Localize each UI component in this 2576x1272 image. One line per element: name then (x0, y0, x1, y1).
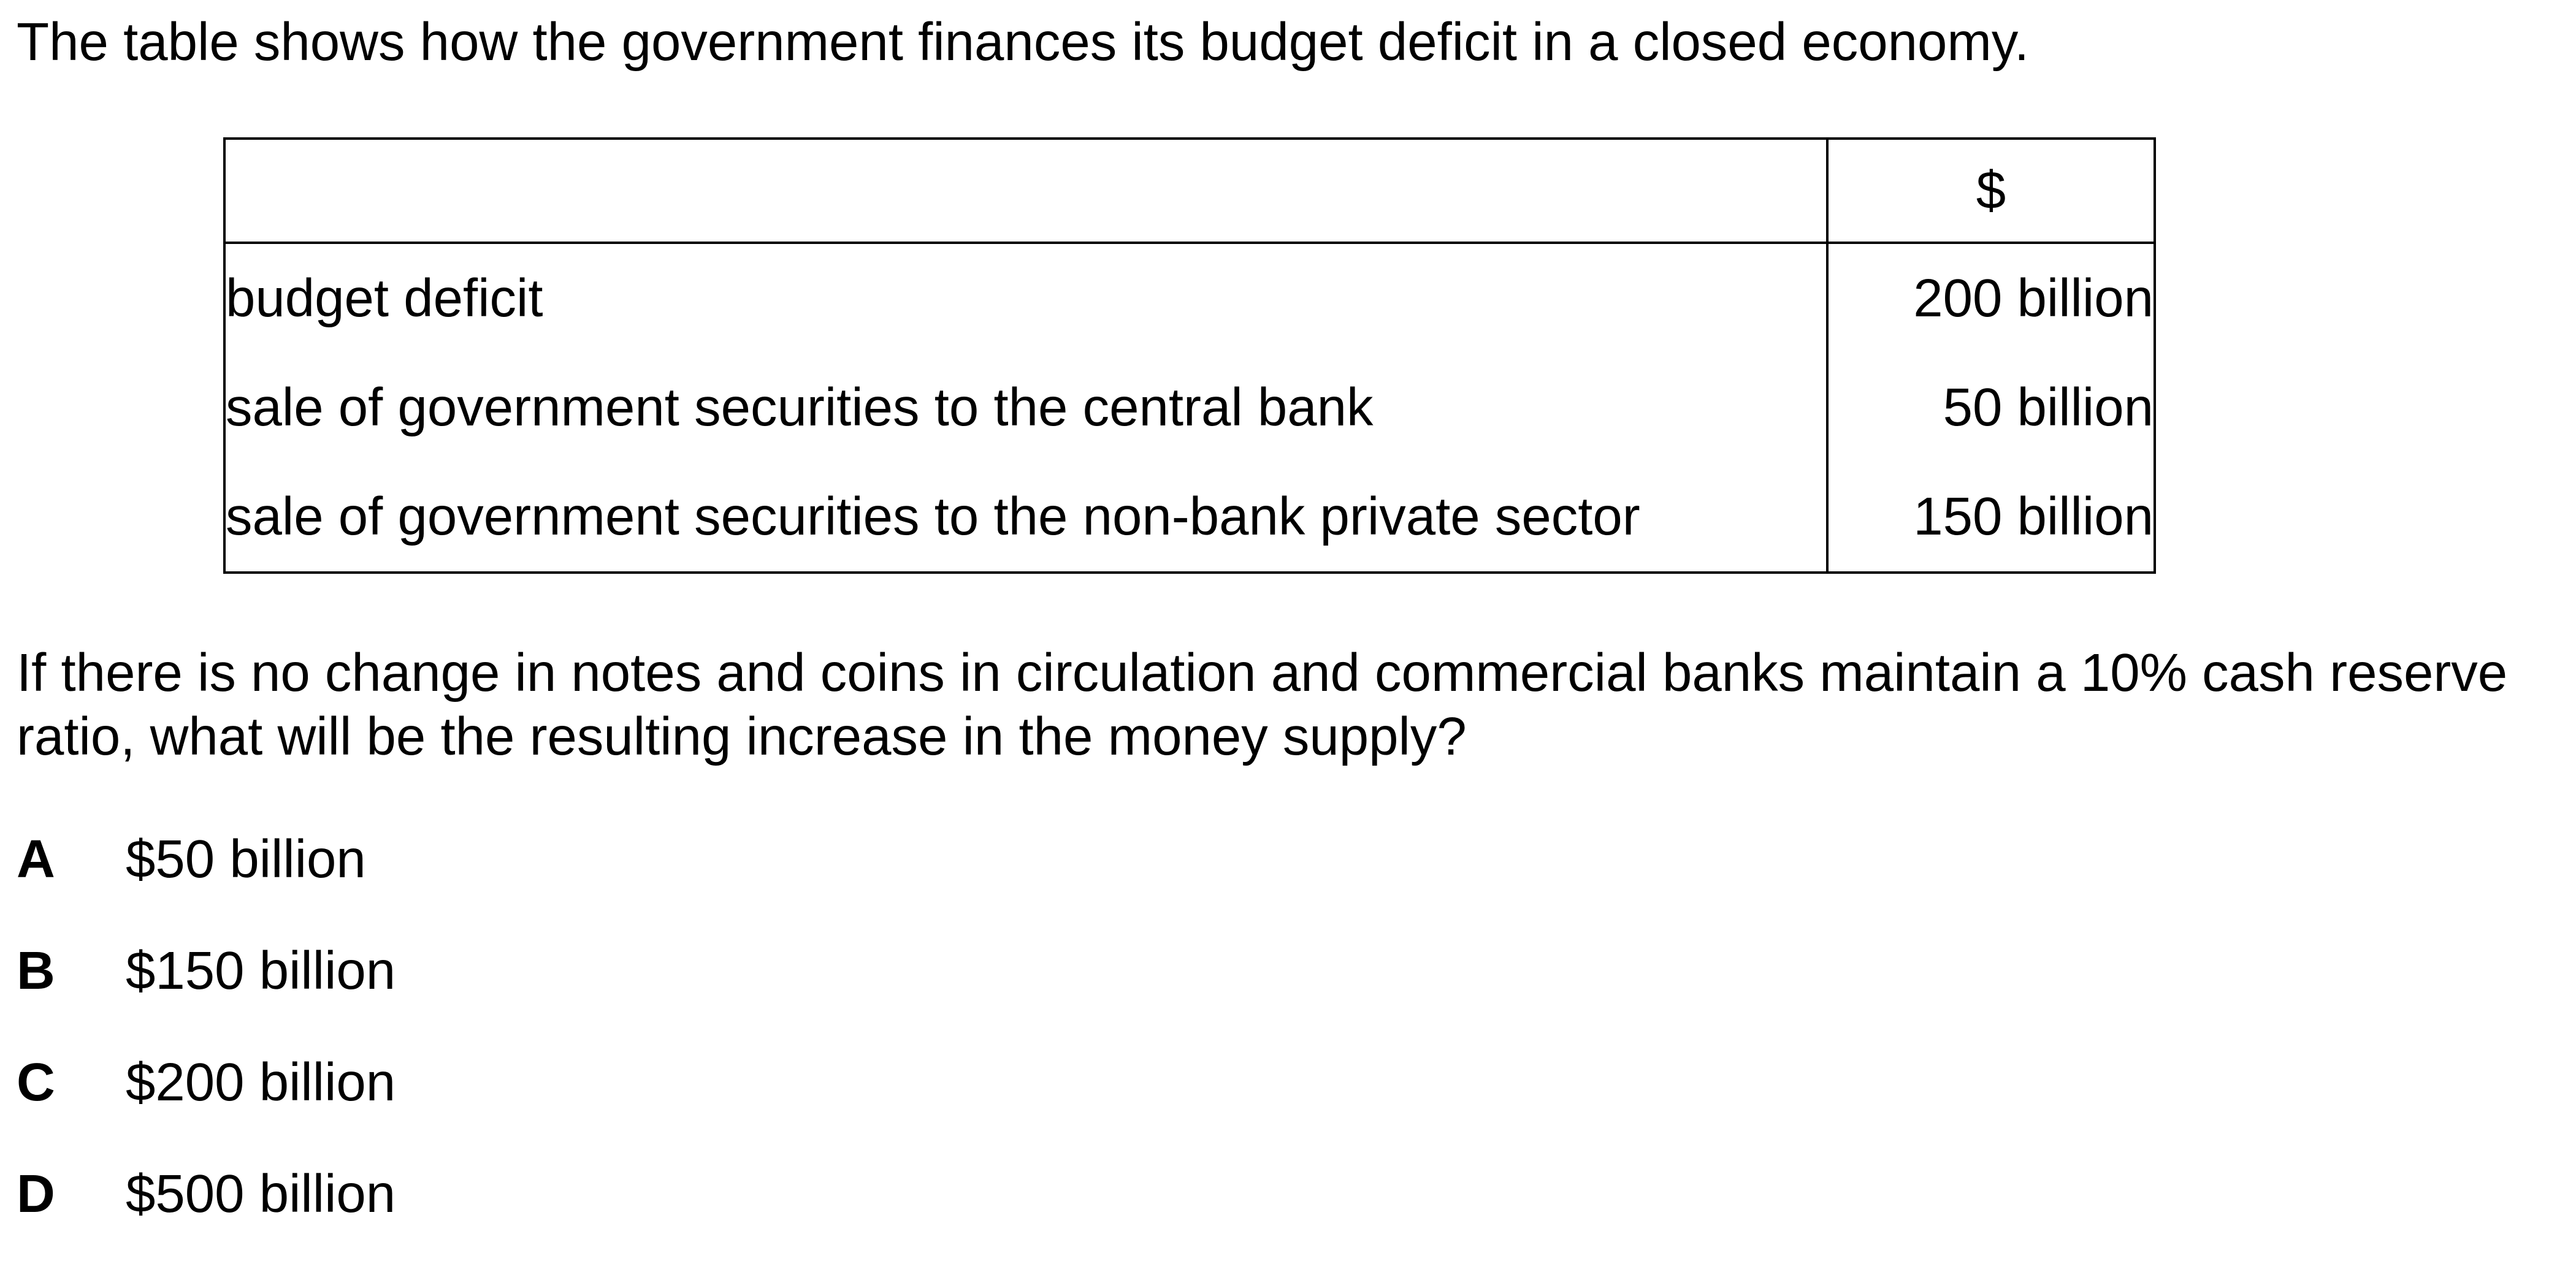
row-label: sale of government securities to the cen… (223, 353, 1829, 462)
row-value: 50 billion (1826, 353, 2156, 462)
option-text: $50 billion (126, 829, 366, 889)
row-label: sale of government securities to the non… (223, 462, 1829, 574)
option-letter: C (17, 1053, 55, 1112)
table-row: sale of government securities to the cen… (223, 353, 2156, 462)
table-row: sale of government securities to the non… (223, 462, 2156, 574)
row-label: budget deficit (223, 242, 1829, 353)
answer-options: A $50 billion B $150 billion C $200 bill… (17, 826, 396, 1272)
question-stem: If there is no change in notes and coins… (17, 643, 2508, 766)
option-text: $150 billion (126, 941, 396, 1000)
option-letter: D (17, 1164, 55, 1224)
label-column-header (223, 137, 1829, 244)
option-b[interactable]: B $150 billion (17, 937, 396, 1049)
option-letter: B (17, 941, 55, 1000)
table-row: budget deficit 200 billion (223, 242, 2156, 353)
option-d[interactable]: D $500 billion (17, 1160, 396, 1272)
option-c[interactable]: C $200 billion (17, 1049, 396, 1160)
question-intro: The table shows how the government finan… (17, 12, 2030, 72)
option-letter: A (17, 829, 55, 889)
option-text: $500 billion (126, 1164, 396, 1224)
option-text: $200 billion (126, 1053, 396, 1112)
value-column-header: $ (1826, 137, 2156, 244)
option-a[interactable]: A $50 billion (17, 826, 396, 937)
row-value: 200 billion (1826, 242, 2156, 353)
table-header-row: $ (223, 137, 2156, 244)
row-value: 150 billion (1826, 462, 2156, 574)
financing-table: $ budget deficit 200 billion sale of gov… (223, 137, 2156, 574)
